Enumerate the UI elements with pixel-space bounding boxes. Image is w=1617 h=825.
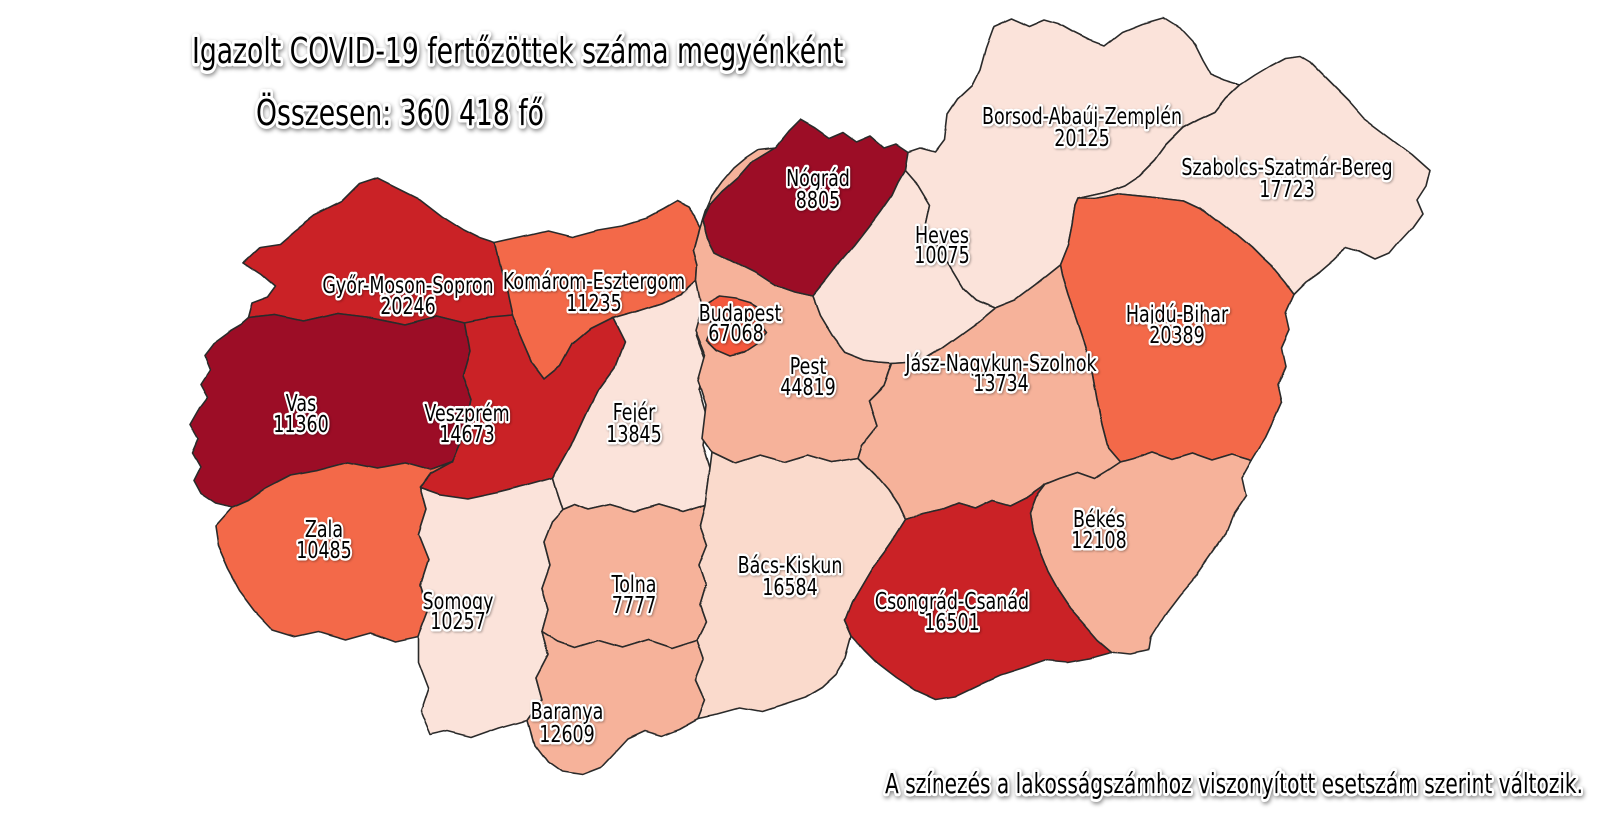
svg-text:67068: 67068 bbox=[708, 320, 764, 347]
county-value-heves: 10075 bbox=[912, 239, 972, 270]
county-shape-szabolcs-szatmar-bereg bbox=[1077, 55, 1431, 295]
svg-text:Csongrád-Csanád: Csongrád-Csanád bbox=[875, 588, 1029, 615]
svg-text:8805: 8805 bbox=[796, 187, 840, 214]
svg-text:Békés: Békés bbox=[1073, 506, 1125, 533]
svg-text:Fejér: Fejér bbox=[613, 399, 656, 426]
svg-text:11235: 11235 bbox=[566, 290, 622, 317]
svg-text:20389: 20389 bbox=[1149, 322, 1205, 349]
county-label-jasz-nagykun-szolnok: Jász-Nagykun-Szolnok bbox=[901, 347, 1098, 378]
svg-text:Baranya: Baranya bbox=[531, 698, 604, 725]
svg-text:20125: 20125 bbox=[1054, 125, 1110, 152]
svg-text:7777: 7777 bbox=[612, 592, 656, 619]
county-label-bacs-kiskun: Bács-Kiskun bbox=[735, 549, 844, 580]
county-value-budapest: 67068 bbox=[706, 317, 766, 348]
svg-text:Győr-Moson-Sopron: Győr-Moson-Sopron bbox=[322, 272, 493, 299]
county-value-gyor-moson-sopron: 20246 bbox=[378, 290, 438, 321]
county-value-jasz-nagykun-szolnok: 13734 bbox=[971, 367, 1031, 398]
county-shape-csongrad-csanad bbox=[844, 483, 1113, 700]
county-label-nograd: Nógrád bbox=[784, 162, 852, 193]
svg-text:20246: 20246 bbox=[380, 293, 436, 320]
county-shape-baranya bbox=[527, 631, 706, 776]
county-value-hajdu-bihar: 20389 bbox=[1147, 319, 1207, 350]
svg-text:Somogy: Somogy bbox=[423, 588, 494, 615]
county-label-hajdu-bihar: Hajdú-Bihar bbox=[1124, 298, 1231, 329]
svg-text:11360: 11360 bbox=[273, 411, 329, 438]
map-subtitle: Összesen: 360 418 fő bbox=[253, 88, 547, 137]
map-title: Igazolt COVID-19 fertőzöttek száma megyé… bbox=[189, 28, 846, 75]
svg-text:Vas: Vas bbox=[286, 390, 316, 417]
svg-text:Szabolcs-Szatmár-Bereg: Szabolcs-Szatmár-Bereg bbox=[1181, 154, 1392, 181]
map-footnote: A színezés a lakosságszámhoz viszonyítot… bbox=[883, 764, 1586, 802]
county-value-csongrad-csanad: 16501 bbox=[922, 606, 982, 637]
county-label-budapest: Budapest bbox=[697, 297, 784, 328]
county-value-zala: 10485 bbox=[294, 534, 354, 565]
county-shape-budapest bbox=[702, 296, 767, 357]
county-label-borsod-abauj-zemplen: Borsod-Abaúj-Zemplén bbox=[980, 100, 1184, 131]
county-value-vas: 11360 bbox=[271, 408, 331, 439]
svg-text:16584: 16584 bbox=[762, 574, 818, 601]
svg-text:Budapest: Budapest bbox=[699, 300, 782, 327]
county-value-nograd: 8805 bbox=[794, 184, 843, 215]
svg-text:Heves: Heves bbox=[915, 222, 969, 249]
county-value-pest: 44819 bbox=[778, 371, 838, 402]
county-label-szabolcs-szatmar-bereg: Szabolcs-Szatmár-Bereg bbox=[1179, 151, 1395, 182]
county-label-gyor-moson-sopron: Győr-Moson-Sopron bbox=[320, 269, 496, 300]
svg-text:13845: 13845 bbox=[606, 421, 662, 448]
svg-text:A színezés a lakosságszámhoz v: A színezés a lakosságszámhoz viszonyítot… bbox=[885, 767, 1583, 800]
county-value-fejer: 13845 bbox=[604, 418, 664, 449]
county-label-zala: Zala bbox=[303, 513, 346, 544]
county-value-bekes: 12108 bbox=[1069, 524, 1129, 555]
county-value-somogy: 10257 bbox=[428, 605, 488, 636]
svg-text:Bács-Kiskun: Bács-Kiskun bbox=[738, 552, 843, 579]
svg-text:10257: 10257 bbox=[430, 608, 486, 635]
county-label-komarom-esztergom: Komárom-Esztergom bbox=[501, 265, 688, 296]
svg-text:Pest: Pest bbox=[790, 353, 827, 380]
county-value-baranya: 12609 bbox=[537, 718, 597, 749]
county-shape-gyor-moson-sopron bbox=[243, 177, 513, 325]
svg-text:Komárom-Esztergom: Komárom-Esztergom bbox=[503, 268, 685, 295]
county-value-veszprem: 14673 bbox=[437, 418, 497, 449]
svg-text:14673: 14673 bbox=[439, 421, 495, 448]
county-label-bekes: Békés bbox=[1071, 503, 1127, 534]
county-value-tolna: 7777 bbox=[610, 589, 659, 620]
svg-text:Veszprém: Veszprém bbox=[424, 400, 509, 427]
svg-text:Összesen: 360 418 fő: Összesen: 360 418 fő bbox=[256, 91, 544, 134]
county-label-vas: Vas bbox=[284, 387, 319, 418]
svg-text:Nógrád: Nógrád bbox=[786, 165, 850, 192]
svg-text:Zala: Zala bbox=[305, 516, 343, 543]
svg-text:17723: 17723 bbox=[1259, 176, 1315, 203]
svg-text:Borsod-Abaúj-Zemplén: Borsod-Abaúj-Zemplén bbox=[982, 103, 1182, 130]
svg-text:Tolna: Tolna bbox=[611, 571, 657, 598]
svg-text:10485: 10485 bbox=[296, 537, 352, 564]
svg-text:44819: 44819 bbox=[780, 374, 836, 401]
county-label-fejer: Fejér bbox=[611, 396, 658, 427]
svg-text:10075: 10075 bbox=[914, 242, 970, 269]
svg-text:Hajdú-Bihar: Hajdú-Bihar bbox=[1126, 301, 1229, 328]
svg-text:12108: 12108 bbox=[1071, 527, 1127, 554]
svg-text:Jász-Nagykun-Szolnok: Jász-Nagykun-Szolnok bbox=[904, 350, 1097, 377]
county-label-heves: Heves bbox=[913, 219, 971, 250]
svg-text:Igazolt COVID-19 fertőzöttek s: Igazolt COVID-19 fertőzöttek száma megyé… bbox=[192, 31, 843, 72]
county-label-pest: Pest bbox=[788, 350, 829, 381]
county-value-bacs-kiskun: 16584 bbox=[760, 571, 820, 602]
svg-text:12609: 12609 bbox=[539, 721, 595, 748]
county-value-komarom-esztergom: 11235 bbox=[564, 287, 624, 318]
county-value-szabolcs-szatmar-bereg: 17723 bbox=[1257, 173, 1317, 204]
county-label-baranya: Baranya bbox=[528, 695, 605, 726]
svg-text:16501: 16501 bbox=[924, 609, 980, 636]
county-label-veszprem: Veszprém bbox=[422, 397, 512, 428]
county-label-somogy: Somogy bbox=[420, 585, 495, 616]
county-value-borsod-abauj-zemplen: 20125 bbox=[1052, 122, 1112, 153]
county-label-csongrad-csanad: Csongrád-Csanád bbox=[873, 585, 1032, 616]
county-label-tolna: Tolna bbox=[608, 568, 658, 599]
svg-text:13734: 13734 bbox=[973, 370, 1029, 397]
